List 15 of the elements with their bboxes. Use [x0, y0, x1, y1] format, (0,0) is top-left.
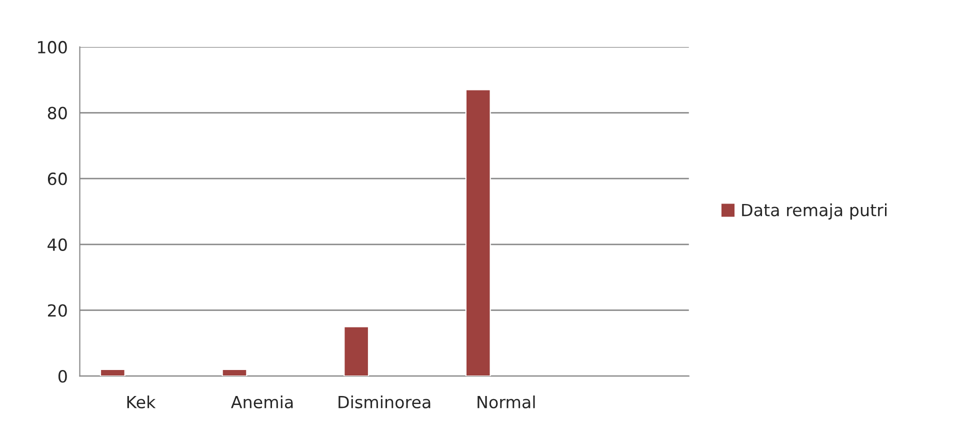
bar — [465, 89, 491, 376]
x-tick-label: Disminorea — [338, 395, 430, 408]
y-tick-label: 100 — [38, 40, 67, 54]
y-tick-label: 80 — [48, 106, 67, 120]
y-tick-label: 60 — [48, 172, 67, 186]
x-tick-label: Normal — [478, 395, 535, 408]
bar — [344, 326, 370, 376]
x-tick-label: Anemia — [230, 395, 293, 408]
y-tick-label: 40 — [48, 238, 67, 251]
x-tick-label: Kek — [127, 395, 156, 408]
y-tick-label: 20 — [48, 304, 67, 317]
bar — [222, 368, 248, 376]
legend-label: Data remaja putri — [742, 203, 886, 220]
bar — [100, 368, 126, 376]
y-tick-label: 0 — [58, 370, 67, 383]
